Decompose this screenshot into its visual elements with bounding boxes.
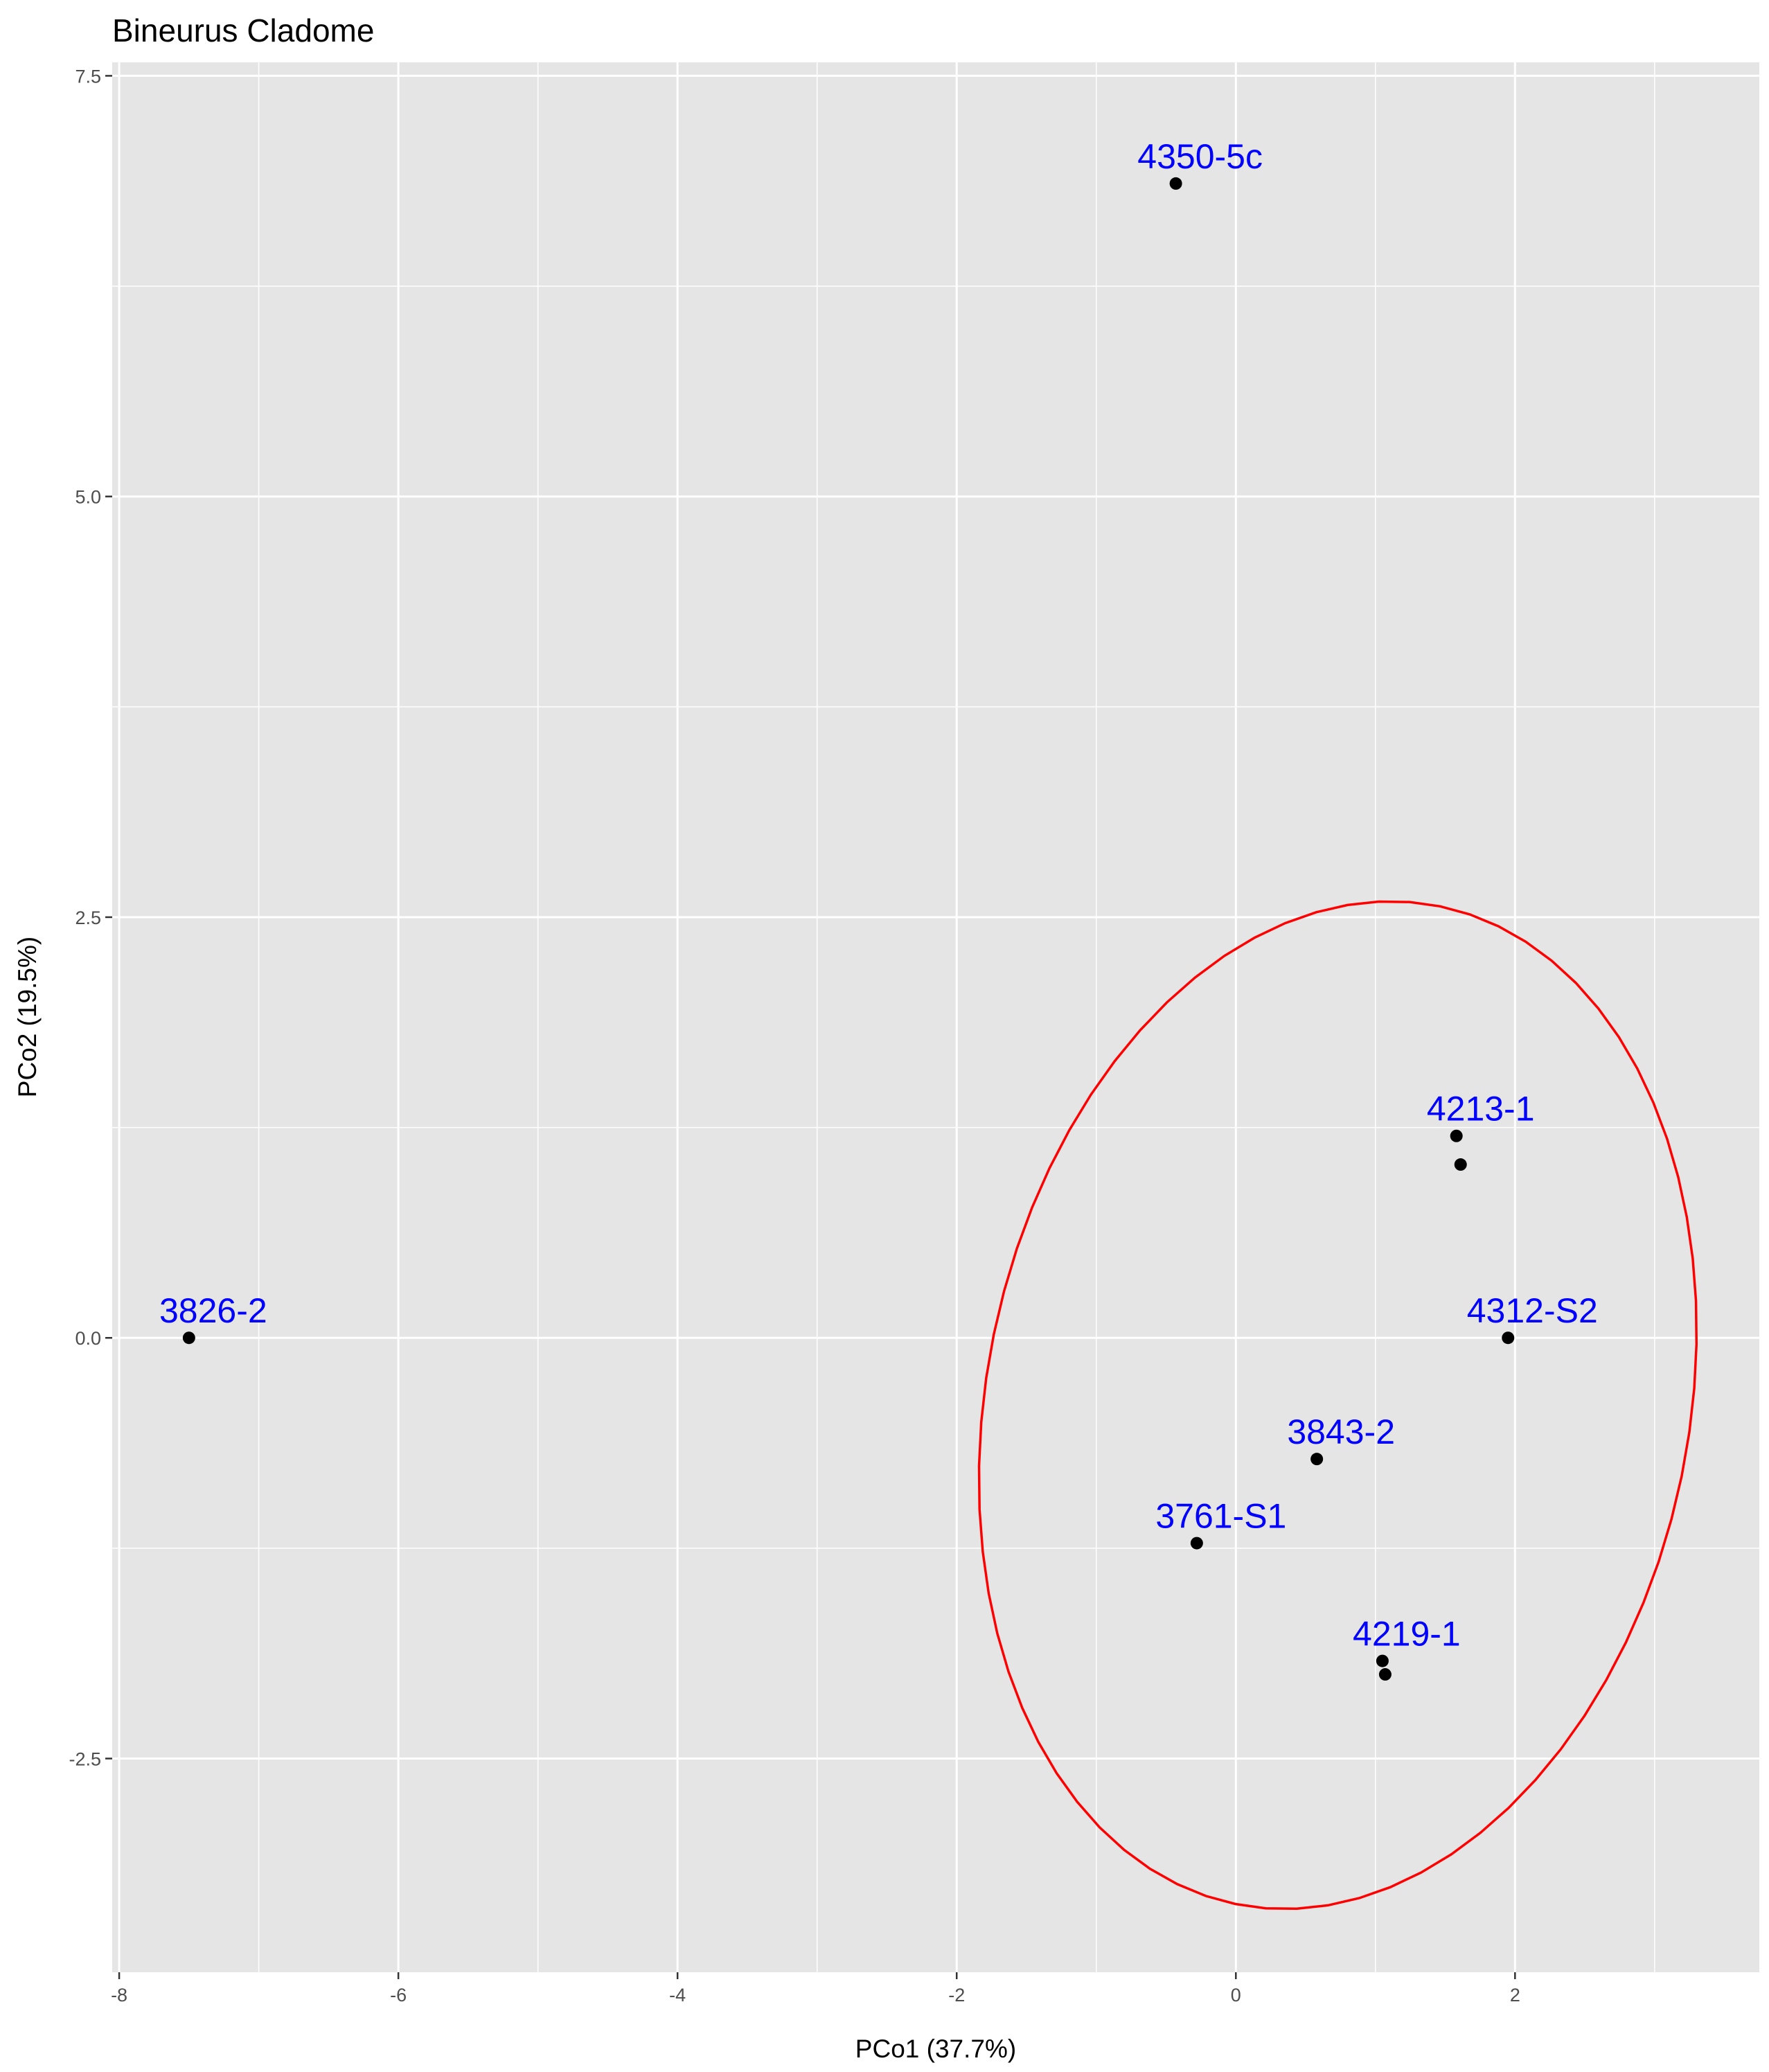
x-axis: -8 -6 -4 -2 0 2 (111, 1972, 1520, 2005)
y-tick-label: 7.5 (75, 66, 101, 87)
y-tick-label: 0.0 (75, 1328, 101, 1349)
x-tick-label: -4 (669, 1985, 686, 2005)
major-gridlines (112, 62, 1759, 1972)
data-point (1454, 1158, 1467, 1171)
data-point (1502, 1331, 1515, 1345)
data-point (1169, 177, 1182, 190)
minor-gridlines (112, 62, 1759, 1972)
point-label: 4219-1 (1353, 1615, 1461, 1654)
data-point (1310, 1453, 1324, 1466)
y-axis-title: PCo2 (19.5%) (13, 937, 42, 1097)
x-tick-label: -6 (390, 1985, 407, 2005)
data-point (1450, 1129, 1463, 1142)
point-labels: 3826-2 4350-5c 4213-1 4312-S2 3843-2 3761-S1 4… (159, 137, 1598, 1654)
chart-title: Bineurus Cladome (112, 12, 374, 48)
plot-panel (112, 62, 1759, 1972)
x-tick-label: 2 (1510, 1985, 1520, 2005)
x-tick-label: -2 (948, 1985, 965, 2005)
point-label: 4213-1 (1427, 1090, 1535, 1128)
y-tick-label: -2.5 (69, 1749, 101, 1770)
data-points (182, 177, 1515, 1681)
data-point (1378, 1668, 1392, 1681)
y-tick-label: 5.0 (75, 487, 101, 508)
point-label: 3761-S1 (1155, 1497, 1286, 1536)
point-label: 3843-2 (1287, 1413, 1395, 1451)
y-axis: -2.5 0.0 2.5 5.0 7.5 (69, 66, 112, 1770)
x-axis-title: PCo1 (37.7%) (855, 2035, 1016, 2063)
x-tick-label: 0 (1231, 1985, 1241, 2005)
point-label: 4312-S2 (1467, 1291, 1598, 1330)
y-tick-label: 2.5 (75, 907, 101, 928)
data-point (1190, 1537, 1203, 1550)
point-label: 3826-2 (159, 1291, 267, 1330)
confidence-ellipse (977, 900, 1698, 1911)
point-label: 4350-5c (1137, 137, 1263, 176)
data-point (1376, 1654, 1389, 1667)
x-tick-label: -8 (111, 1985, 127, 2005)
data-point (182, 1331, 195, 1345)
